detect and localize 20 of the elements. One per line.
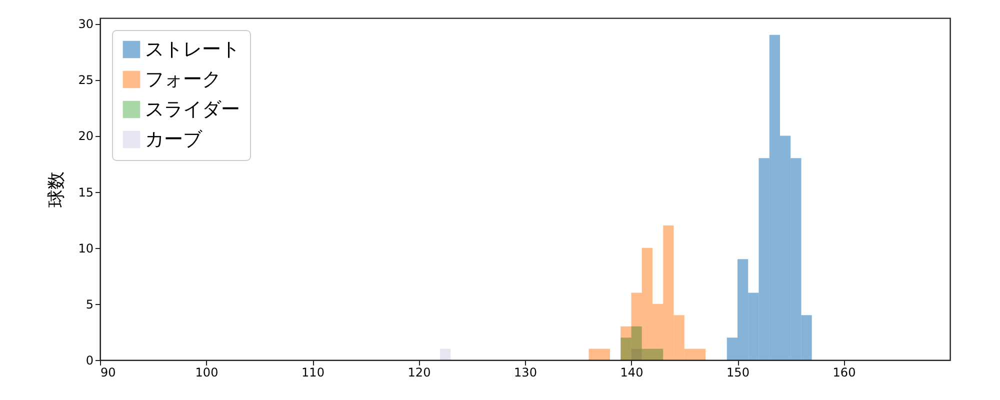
x-tick-label: 110 bbox=[302, 366, 324, 380]
y-tick-label: 0 bbox=[86, 354, 94, 368]
y-tick-label: 30 bbox=[78, 17, 94, 32]
y-tick-label: 5 bbox=[86, 297, 94, 312]
y-axis-title: 球数 bbox=[46, 172, 68, 208]
x-tick-label: 140 bbox=[620, 366, 644, 380]
x-tick-label: 150 bbox=[726, 366, 750, 380]
legend-label: カーブ bbox=[145, 128, 203, 150]
y-tick-label: 25 bbox=[78, 73, 94, 88]
x-tick-label: 90 bbox=[100, 366, 116, 380]
legend-label: ストレート bbox=[145, 38, 240, 60]
x-tick-label: 130 bbox=[514, 366, 537, 380]
y-tick-label: 20 bbox=[78, 129, 94, 144]
x-tick-label: 100 bbox=[195, 366, 218, 380]
legend-label: フォーク bbox=[145, 68, 221, 90]
legend-label: スライダー bbox=[145, 98, 240, 120]
y-tick-label: 15 bbox=[78, 185, 94, 200]
y-tick-label: 10 bbox=[78, 241, 94, 256]
x-tick-label: 160 bbox=[832, 366, 856, 380]
x-tick-label: 120 bbox=[408, 366, 431, 380]
